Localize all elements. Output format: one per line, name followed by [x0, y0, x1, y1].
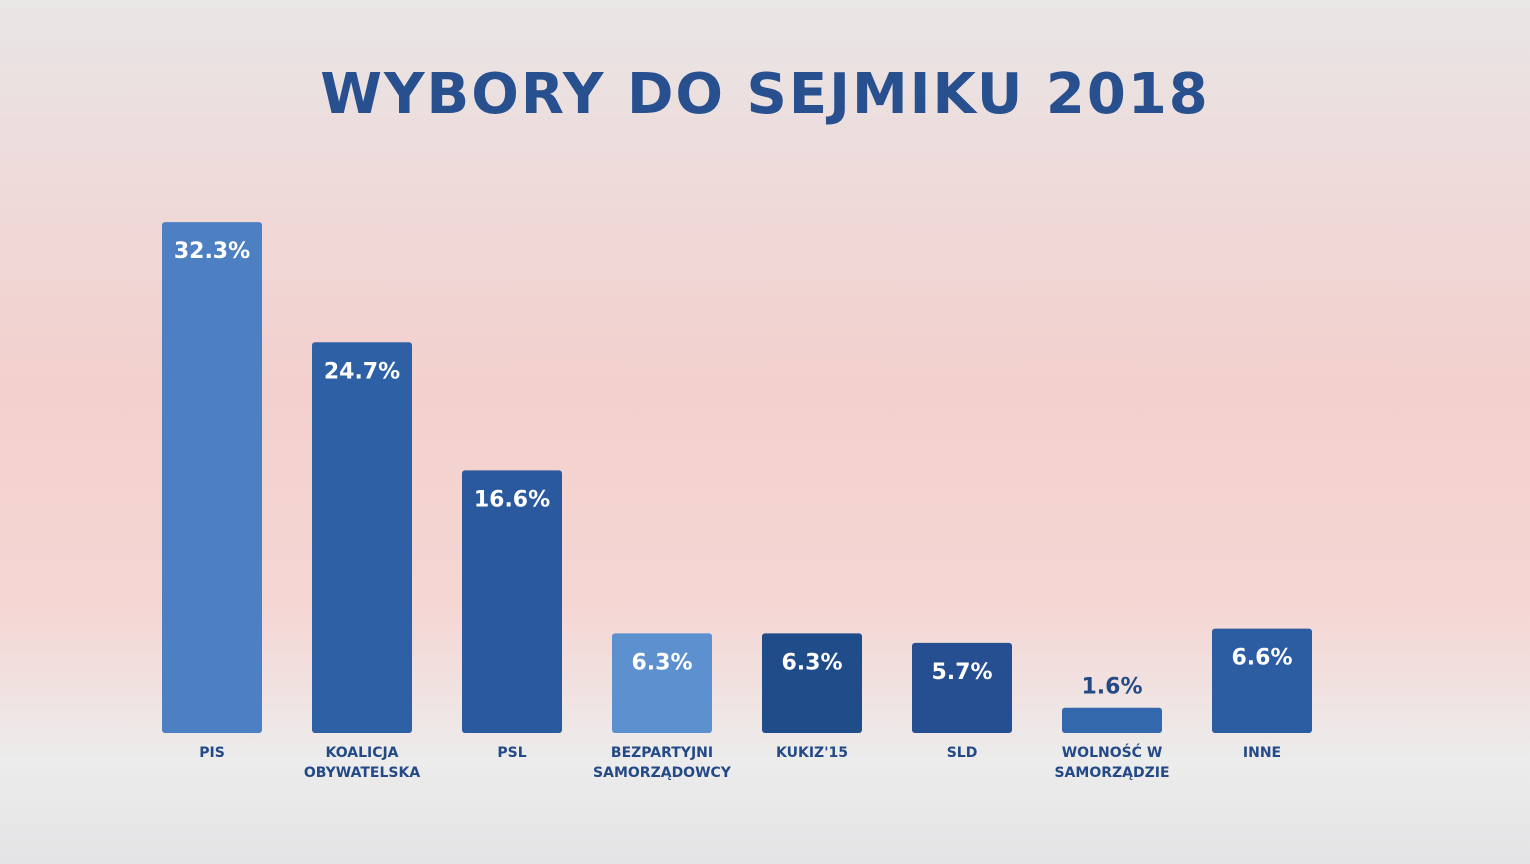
x-tick-label: WOLNOŚĆ W SAMORZĄDZIE: [1054, 745, 1170, 781]
x-tick-label: SLD: [946, 745, 978, 761]
x-tick-label: KOALICJA OBYWATELSKA: [303, 745, 421, 781]
bar: [612, 633, 712, 733]
bar: [162, 222, 262, 733]
chart-title: WYBORY DO SEJMIKU 2018: [320, 62, 1210, 127]
x-tick-label: PIS: [199, 745, 225, 761]
bar: [312, 342, 412, 733]
value-label: 1.6%: [1081, 675, 1142, 700]
bar: [462, 470, 562, 733]
value-label: 6.6%: [1231, 646, 1292, 671]
value-label: 6.3%: [631, 650, 692, 675]
bar: [1212, 628, 1312, 733]
value-label: 32.3%: [174, 239, 250, 264]
bar: [1062, 707, 1162, 733]
value-label: 16.6%: [474, 487, 550, 512]
value-label: 5.7%: [931, 660, 992, 685]
bar: [912, 642, 1012, 733]
bar: [762, 633, 862, 733]
value-label: 24.7%: [324, 359, 400, 384]
x-tick-label: KUKIZ'15: [776, 745, 848, 761]
x-tick-label: PSL: [497, 745, 527, 761]
x-tick-label: BEZPARTYJNI SAMORZĄDOWCY: [593, 745, 731, 781]
value-label: 6.3%: [781, 650, 842, 675]
x-tick-label: INNE: [1242, 745, 1282, 761]
